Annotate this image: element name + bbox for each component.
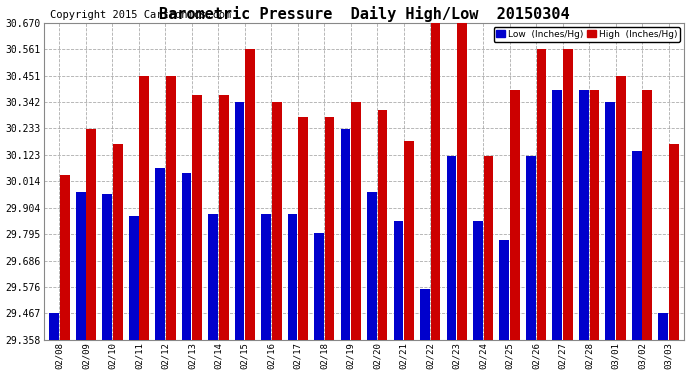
Bar bbox=[298, 117, 308, 340]
Bar bbox=[473, 221, 483, 340]
Bar bbox=[288, 214, 297, 340]
Bar bbox=[219, 95, 228, 340]
Bar bbox=[155, 168, 165, 340]
Bar bbox=[484, 156, 493, 340]
Bar bbox=[272, 102, 282, 340]
Bar bbox=[431, 23, 440, 340]
Bar bbox=[632, 151, 642, 340]
Bar bbox=[563, 49, 573, 340]
Bar bbox=[351, 102, 361, 340]
Bar bbox=[446, 156, 456, 340]
Bar bbox=[235, 102, 244, 340]
Bar bbox=[553, 90, 562, 340]
Bar bbox=[658, 313, 668, 340]
Bar bbox=[261, 214, 271, 340]
Bar bbox=[341, 129, 351, 340]
Bar bbox=[457, 23, 467, 340]
Bar bbox=[642, 90, 652, 340]
Bar bbox=[166, 76, 175, 340]
Bar bbox=[60, 175, 70, 340]
Bar bbox=[589, 90, 600, 340]
Bar bbox=[181, 172, 192, 340]
Bar bbox=[113, 144, 123, 340]
Title: Barometric Pressure  Daily High/Low  20150304: Barometric Pressure Daily High/Low 20150… bbox=[159, 6, 569, 21]
Bar bbox=[208, 214, 218, 340]
Bar bbox=[616, 76, 626, 340]
Bar bbox=[510, 90, 520, 340]
Bar bbox=[377, 110, 388, 340]
Legend: Low  (Inches/Hg), High  (Inches/Hg): Low (Inches/Hg), High (Inches/Hg) bbox=[493, 27, 680, 42]
Bar bbox=[367, 192, 377, 340]
Bar bbox=[420, 288, 430, 340]
Bar bbox=[49, 313, 59, 340]
Bar bbox=[245, 49, 255, 340]
Bar bbox=[526, 156, 535, 340]
Bar bbox=[76, 192, 86, 340]
Bar bbox=[605, 102, 615, 340]
Bar bbox=[193, 95, 202, 340]
Bar bbox=[86, 129, 96, 340]
Bar bbox=[129, 216, 139, 340]
Bar bbox=[500, 240, 509, 340]
Bar bbox=[579, 90, 589, 340]
Bar bbox=[325, 117, 335, 340]
Bar bbox=[139, 76, 149, 340]
Bar bbox=[393, 221, 404, 340]
Bar bbox=[669, 144, 679, 340]
Text: Copyright 2015 Cartronics.com: Copyright 2015 Cartronics.com bbox=[50, 9, 231, 20]
Bar bbox=[404, 141, 414, 340]
Bar bbox=[537, 49, 546, 340]
Bar bbox=[102, 194, 112, 340]
Bar bbox=[314, 233, 324, 340]
